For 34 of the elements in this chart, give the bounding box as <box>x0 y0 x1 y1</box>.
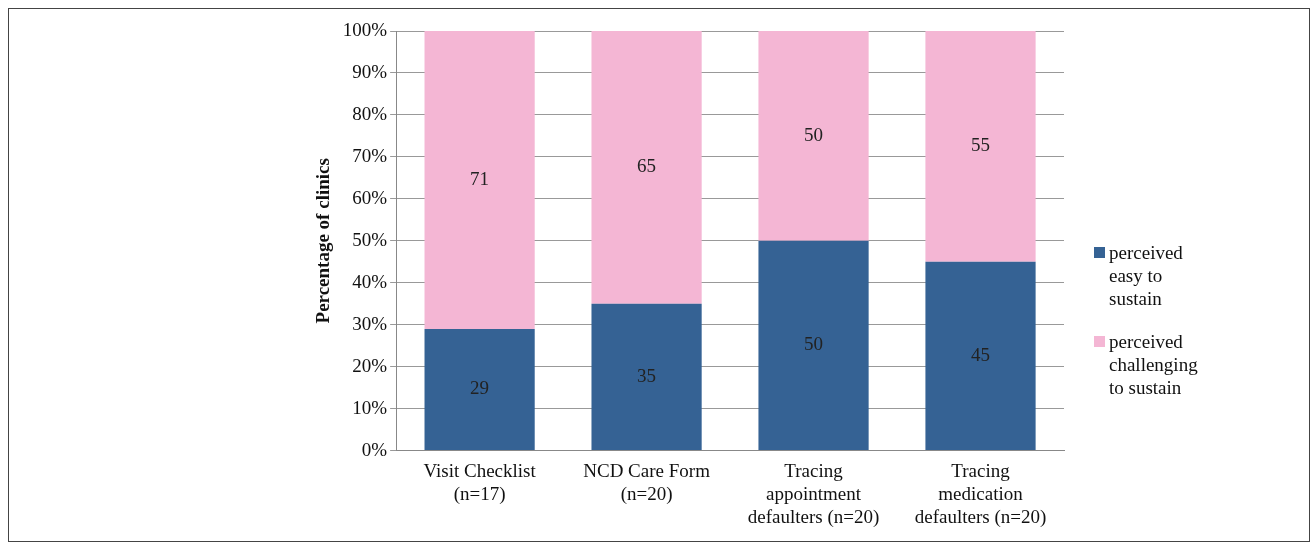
y-tick-label: 0% <box>361 438 388 460</box>
bar <box>758 240 869 451</box>
data-label: 50 <box>804 333 824 355</box>
bar <box>591 31 702 304</box>
data-label: 65 <box>637 155 657 177</box>
data-label: 55 <box>971 134 991 156</box>
legend-label: perceived challenging to sustain <box>1109 330 1198 399</box>
x-tick-label: Visit Checklist (n=17) <box>423 459 537 505</box>
data-label: 29 <box>470 377 490 399</box>
y-axis-title: Percentage of clinics <box>312 158 334 324</box>
x-tick-label: NCD Care Form (n=20) <box>583 459 711 505</box>
bar <box>591 303 702 451</box>
y-tick-label: 10% <box>352 396 388 418</box>
y-tick-label: 70% <box>352 144 388 166</box>
bar <box>424 31 535 329</box>
data-label: 45 <box>971 343 991 365</box>
y-tick-label: 90% <box>352 60 388 82</box>
x-tick-label: Tracing medication defaulters (n=20) <box>914 459 1047 528</box>
y-tick-label: 100% <box>342 18 388 40</box>
bar <box>925 31 1036 262</box>
y-tick-label: 20% <box>352 354 388 376</box>
y-tick-label: 50% <box>352 228 388 250</box>
bar <box>424 328 535 451</box>
data-label: 71 <box>470 167 490 189</box>
bar <box>758 31 869 241</box>
data-label: 50 <box>804 123 824 145</box>
y-tick-label: 80% <box>352 102 388 124</box>
y-tick-label: 40% <box>352 270 388 292</box>
legend-label: perceived easy to sustain <box>1109 241 1183 310</box>
bar <box>925 261 1036 451</box>
y-tick-label: 60% <box>352 186 388 208</box>
data-label: 35 <box>637 364 657 386</box>
x-tick-label: Tracing appointment defaulters (n=20) <box>747 459 880 528</box>
y-tick-label: 30% <box>352 312 388 334</box>
